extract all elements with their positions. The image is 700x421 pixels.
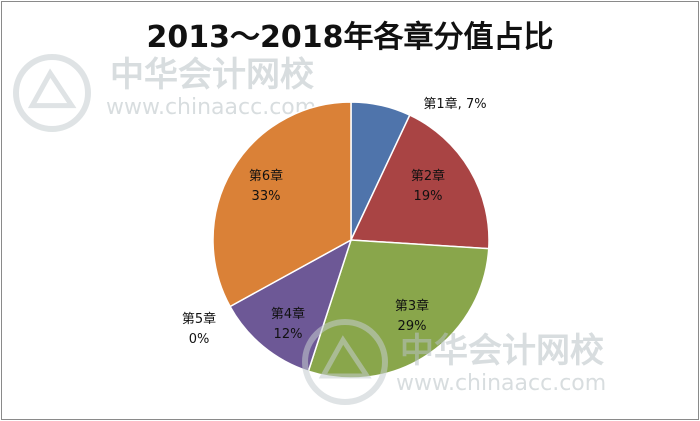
pie-labels: 第1章, 7% 第2章 19% 第3章 29% 第4章 12% 第5章 0% 第6章 33%	[182, 96, 487, 347]
chart-title: 2013～2018年各章分值占比	[146, 20, 554, 55]
slice-label-5: 第5章 0%	[182, 311, 216, 347]
watermark-logo-mark-icon	[27, 68, 77, 109]
slice-label-1: 第1章, 7%	[423, 96, 486, 112]
slice-label-4: 第4章 12%	[271, 306, 305, 342]
pie-slices	[212, 101, 490, 379]
watermark-brand: 中华会计网校	[400, 331, 604, 371]
watermark-logo-mark-icon	[318, 335, 372, 379]
watermark-brand: 中华会计网校	[110, 55, 314, 95]
slice-label-3: 第3章 29%	[395, 298, 429, 334]
slice-label-2: 第2章 19%	[411, 168, 445, 204]
watermark-url: www.chinaacc.com	[396, 371, 606, 396]
watermark-logo-icon	[13, 54, 91, 132]
watermark-logo-icon	[302, 319, 388, 405]
pie-slice-2	[349, 114, 490, 250]
slice-label-6: 第6章 33%	[249, 168, 283, 204]
watermark-url: www.chinaacc.com	[106, 95, 316, 120]
pie-slice-6	[212, 101, 352, 308]
